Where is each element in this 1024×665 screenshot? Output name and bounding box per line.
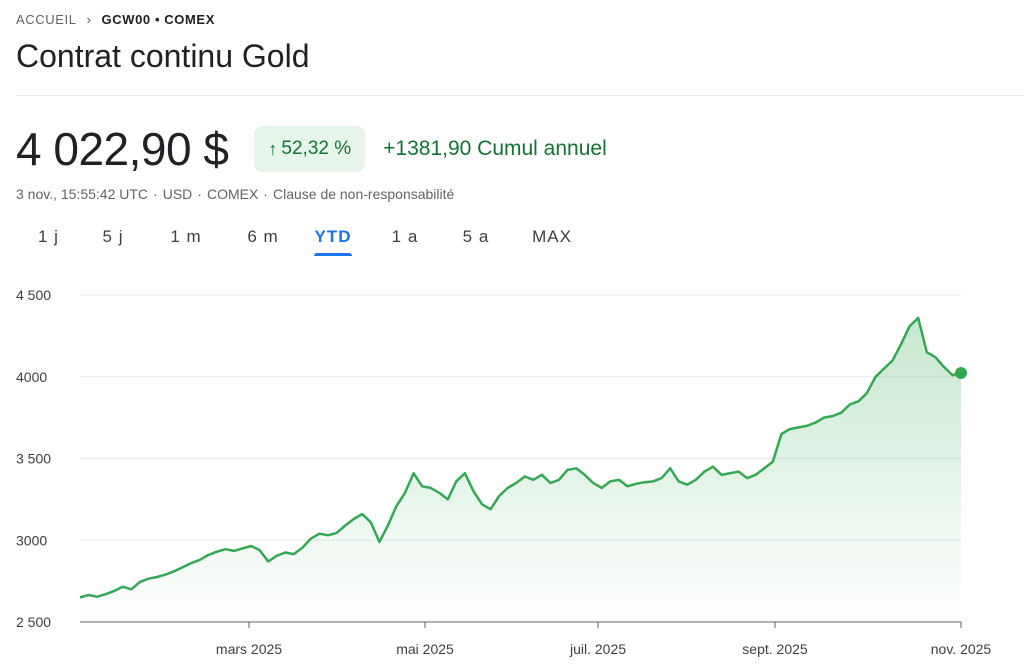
breadcrumb-ticker: GCW00 • COMEX [101,11,215,27]
x-tick-label: sept. 2025 [742,641,808,657]
y-tick-label: 3 500 [16,451,51,467]
tab-5a[interactable]: 5 a [462,227,490,246]
disclaimer-link[interactable]: Clause de non-responsabilité [272,186,455,202]
chevron-right-icon: › [86,11,92,27]
tab-6m[interactable]: 6 m [247,227,279,246]
last-price-marker [955,367,967,380]
price-chart[interactable]: 4 500 4000 3 500 3000 2 500 mars 2025 mai 202… [0,280,1024,665]
price-line [79,316,962,599]
tab-5j[interactable]: 5 j [102,227,124,246]
change-percent-badge: ↑ 52,32 % [254,126,366,172]
breadcrumb: ACCUEIL › GCW00 • COMEX [16,9,215,29]
tab-1a[interactable]: 1 a [391,227,419,246]
header-divider [16,95,1024,96]
y-tick-label: 4000 [16,369,47,385]
y-tick-label: 2 500 [16,614,51,630]
breadcrumb-home-link[interactable]: ACCUEIL [16,11,77,27]
arrow-up-icon: ↑ [268,138,278,159]
tab-max[interactable]: MAX [532,227,572,246]
meta-exchange: COMEX [206,186,259,202]
change-absolute-value: +1381,90 Cumul annuel [383,137,607,160]
tab-ytd[interactable]: YTD [314,222,352,256]
time-range-tabs: 1 j 5 j 1 m 6 m YTD 1 a 5 a MAX [16,222,582,256]
x-tick-label: mars 2025 [216,641,282,657]
page-title: Contrat continu Gold [16,38,310,74]
change-percent-value: 52,32 % [281,138,352,159]
x-tick-label: mai 2025 [396,641,454,657]
tab-1j[interactable]: 1 j [38,227,59,246]
y-tick-label: 4 500 [16,287,51,303]
meta-separator: · [153,186,158,202]
x-tick-label: nov. 2025 [931,641,992,657]
meta-currency: USD [162,186,193,202]
x-tick-label: juil. 2025 [569,641,626,657]
meta-timestamp: 3 nov., 15:55:42 UTC [16,186,149,202]
y-tick-label: 3000 [16,532,47,548]
tab-1m[interactable]: 1 m [170,227,202,246]
current-price: 4 022,90 $ [16,123,229,175]
quote-meta: 3 nov., 15:55:42 UTC · USD · COMEX · Cla… [16,186,454,202]
meta-separator: · [263,186,268,202]
meta-separator: · [197,186,202,202]
price-area [80,317,961,622]
quote-summary: 4 022,90 $ ↑ 52,32 % +1381,90 Cumul annu… [16,122,607,176]
